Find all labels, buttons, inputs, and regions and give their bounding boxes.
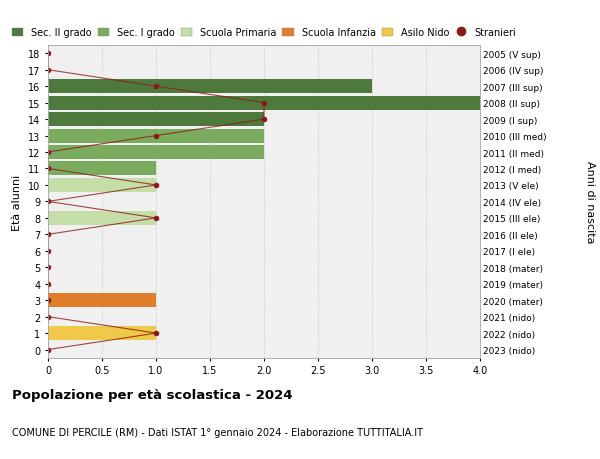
- Legend: Sec. II grado, Sec. I grado, Scuola Primaria, Scuola Infanzia, Asilo Nido, Stran: Sec. II grado, Sec. I grado, Scuola Prim…: [11, 28, 517, 38]
- Bar: [48, 179, 156, 192]
- Bar: [48, 326, 156, 341]
- Y-axis label: Età alunni: Età alunni: [13, 174, 22, 230]
- Bar: [48, 162, 156, 176]
- Y-axis label: Anni di nascita: Anni di nascita: [585, 161, 595, 243]
- Bar: [48, 113, 264, 127]
- Text: COMUNE DI PERCILE (RM) - Dati ISTAT 1° gennaio 2024 - Elaborazione TUTTITALIA.IT: COMUNE DI PERCILE (RM) - Dati ISTAT 1° g…: [12, 427, 423, 437]
- Bar: [48, 129, 264, 143]
- Bar: [48, 146, 264, 160]
- Bar: [48, 80, 372, 94]
- Bar: [48, 212, 156, 225]
- Text: Popolazione per età scolastica - 2024: Popolazione per età scolastica - 2024: [12, 388, 293, 401]
- Bar: [48, 96, 480, 110]
- Bar: [48, 294, 156, 308]
